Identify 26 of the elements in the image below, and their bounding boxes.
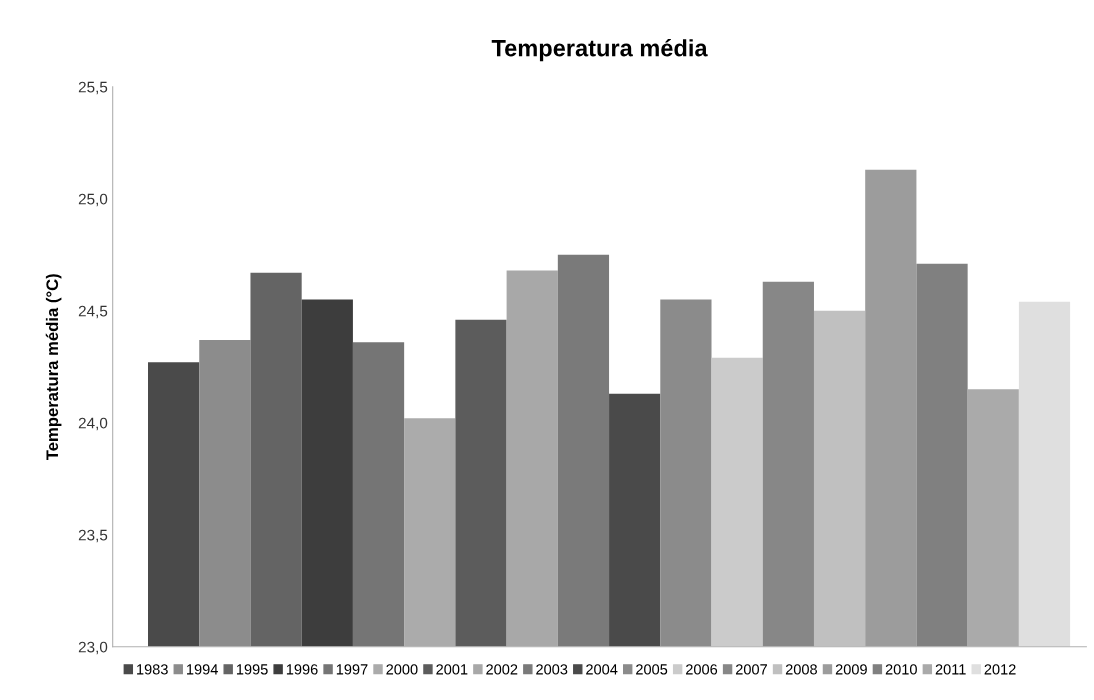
legend-label: 1996 — [286, 664, 318, 675]
legend-label: 2000 — [386, 664, 418, 675]
legend-label: 2002 — [486, 664, 518, 675]
legend-label: 1995 — [236, 664, 268, 675]
y-tick-label: 24,5 — [78, 305, 108, 319]
y-axis-title: Temperatura média (°C) — [45, 274, 62, 461]
legend-label: 2010 — [885, 664, 917, 675]
y-tick-label: 25,0 — [78, 193, 108, 207]
legend-label: 2001 — [436, 664, 468, 675]
legend-label: 2004 — [586, 664, 618, 675]
legend-label: 2006 — [686, 664, 718, 675]
legend-label: 2012 — [984, 664, 1016, 675]
legend-label: 2011 — [935, 664, 966, 675]
legend-label: 1997 — [336, 664, 368, 675]
legend-label: 2009 — [835, 664, 867, 675]
legend-label: 1994 — [187, 664, 218, 675]
legend-label: 2005 — [636, 664, 668, 675]
y-tick-label: 25,5 — [78, 81, 108, 95]
legend-label: 1983 — [137, 664, 168, 675]
legend-label: 2003 — [536, 664, 568, 675]
legend-label: 2008 — [785, 664, 817, 675]
chart-title: Temperatura média — [491, 38, 708, 62]
y-tick-label: 23,0 — [78, 641, 108, 655]
legend-label: 2007 — [735, 664, 767, 675]
y-tick-label: 24,0 — [78, 417, 108, 431]
y-tick-label: 23,5 — [78, 529, 108, 543]
